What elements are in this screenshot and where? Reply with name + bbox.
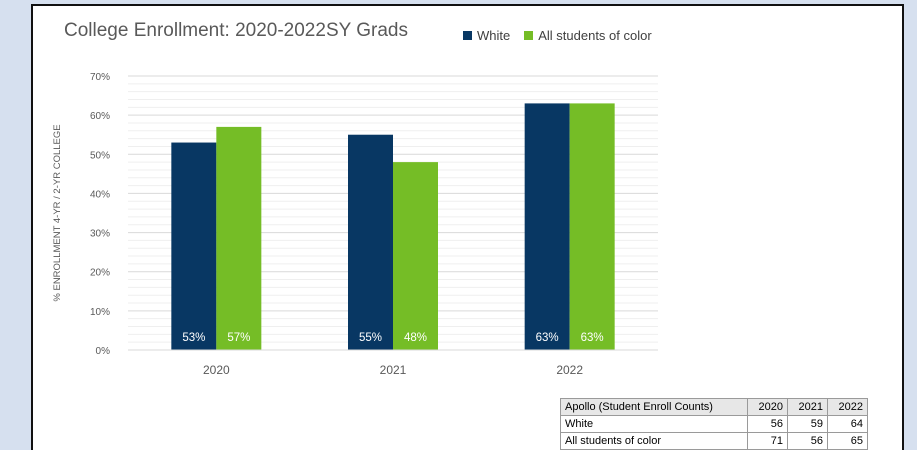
table-cell: All students of color (560, 432, 748, 450)
legend-swatch-white (463, 31, 472, 40)
x-tick-label: 2020 (203, 363, 230, 377)
enroll-count-table: Apollo (Student Enroll Counts) 2020 2021… (560, 398, 868, 450)
table-cell: 56 (747, 415, 788, 433)
table-header-cell: Apollo (Student Enroll Counts) (560, 398, 748, 416)
table-header-cell: 2022 (827, 398, 868, 416)
table-header-row: Apollo (Student Enroll Counts) 2020 2021… (560, 398, 868, 416)
y-axis-title: % ENROLLMENT 4-YR / 2-YR COLLEGE (52, 124, 63, 301)
data-label: 53% (182, 332, 205, 344)
table-row: All students of color 71 56 65 (560, 432, 868, 450)
legend-label-students-of-color: All students of color (538, 28, 652, 43)
table-cell: White (560, 415, 748, 433)
x-tick-label: 2022 (556, 363, 583, 377)
bar-all-students-of-color-2022 (569, 103, 615, 351)
table-cell: 56 (787, 432, 828, 450)
legend-label-white: White (477, 28, 511, 43)
bar-all-students-of-color-2020 (216, 126, 262, 350)
data-label: 55% (359, 332, 382, 344)
x-tick-label: 2021 (380, 363, 407, 377)
y-tick-label: 10% (90, 307, 110, 318)
data-label: 57% (227, 332, 250, 344)
y-tick-label: 0% (96, 346, 111, 357)
y-tick-label: 70% (90, 72, 110, 83)
y-tick-label: 40% (90, 189, 110, 200)
legend: White All students of color (463, 28, 666, 43)
bar-white-2022 (524, 103, 570, 351)
data-label: 63% (536, 332, 559, 344)
bar-white-2021 (348, 134, 393, 350)
table-cell: 65 (827, 432, 868, 450)
legend-item-white: White (463, 28, 510, 43)
legend-swatch-students-of-color (524, 31, 534, 40)
chart-frame: College Enrollment: 2020-2022SY Grads Wh… (31, 4, 904, 450)
chart-title: College Enrollment: 2020-2022SY Grads (64, 20, 408, 41)
y-tick-label: 20% (90, 268, 110, 279)
bar-all-students-of-color-2021 (393, 162, 438, 350)
table-cell: 64 (827, 415, 868, 433)
data-label: 63% (581, 332, 604, 344)
table-cell: 59 (787, 415, 828, 433)
table-header-cell: 2020 (747, 398, 788, 416)
y-tick-label: 60% (90, 111, 110, 122)
table-header-cell: 2021 (787, 398, 828, 416)
bar-white-2020 (171, 142, 217, 350)
table-cell: 71 (747, 432, 788, 450)
plot-area: 0% 10% 20% 30% 40% 50% 60% 70% % ENROLLMENT 4-YR… (52, 72, 658, 377)
y-tick-label: 50% (90, 150, 110, 161)
data-label: 48% (404, 332, 427, 344)
y-tick-label: 30% (90, 229, 110, 240)
table-row: White 56 59 64 (560, 415, 868, 433)
legend-item-students-of-color: All students of color (524, 28, 652, 43)
